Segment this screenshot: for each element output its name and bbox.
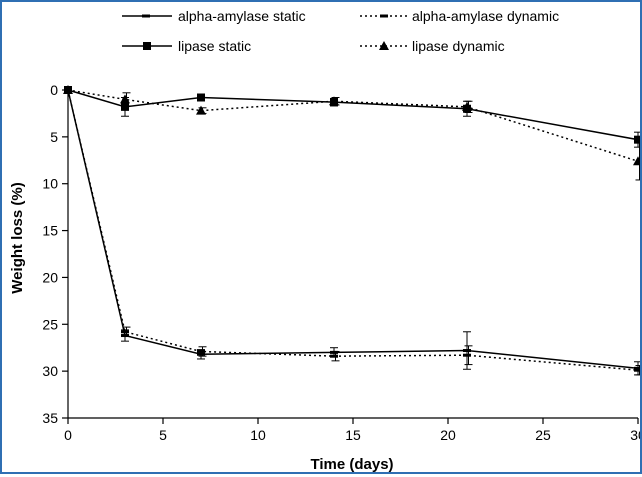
legend-entry-lipase-static: lipase static — [122, 38, 251, 54]
series-lipase-dynamic — [63, 85, 642, 181]
weight-loss-chart: alpha-amylase static alpha-amylase dynam… — [9, 8, 642, 473]
axes: 0 5 10 15 20 25 30 35 0 5 10 15 20 25 30 — [42, 82, 642, 443]
series-line — [67, 89, 639, 371]
legend: alpha-amylase static alpha-amylase dynam… — [122, 8, 559, 54]
y-tick-label: 25 — [42, 316, 58, 332]
series-layer — [63, 85, 642, 376]
y-tick-label: 30 — [42, 363, 58, 379]
y-tick-label: 15 — [42, 223, 58, 239]
y-tick-label: 10 — [42, 176, 58, 192]
legend-entry-lipase-dynamic: lipase dynamic — [360, 38, 505, 54]
x-tick-label: 10 — [250, 427, 266, 443]
x-tick-label: 15 — [345, 427, 361, 443]
data-point — [121, 102, 129, 111]
y-axis-title: Weight loss (%) — [9, 182, 26, 293]
series-line — [67, 89, 639, 141]
series-line — [67, 89, 639, 162]
x-tick-label: 30 — [630, 427, 640, 443]
x-tick-label: 25 — [535, 427, 551, 443]
data-point — [63, 85, 73, 94]
y-tick-label: 35 — [42, 410, 58, 426]
data-point — [462, 101, 472, 111]
data-point — [329, 96, 339, 106]
data-point — [196, 105, 206, 115]
x-tick-label: 0 — [64, 427, 72, 443]
y-tick-label: 5 — [50, 129, 58, 145]
legend-label: lipase dynamic — [412, 38, 505, 54]
series-alpha-amylase-static — [64, 88, 642, 376]
x-tick-label: 20 — [440, 427, 456, 443]
legend-label: lipase static — [178, 38, 251, 54]
data-point — [633, 156, 642, 166]
data-point — [120, 94, 130, 104]
x-tick-label: 5 — [159, 427, 167, 443]
y-tick-label: 0 — [50, 82, 58, 98]
series-lipase-static — [64, 86, 642, 148]
y-tick-label: 20 — [42, 269, 58, 285]
legend-label: alpha-amylase dynamic — [412, 8, 559, 24]
legend-entry-alpha-amylase-static: alpha-amylase static — [122, 8, 306, 24]
legend-label: alpha-amylase static — [178, 8, 306, 24]
legend-entry-alpha-amylase-dynamic: alpha-amylase dynamic — [360, 8, 559, 24]
series-line — [67, 89, 639, 370]
series-alpha-amylase-dynamic — [64, 88, 642, 376]
data-point — [634, 135, 642, 144]
x-axis-title: Time (days) — [310, 456, 393, 472]
data-point — [197, 93, 205, 102]
